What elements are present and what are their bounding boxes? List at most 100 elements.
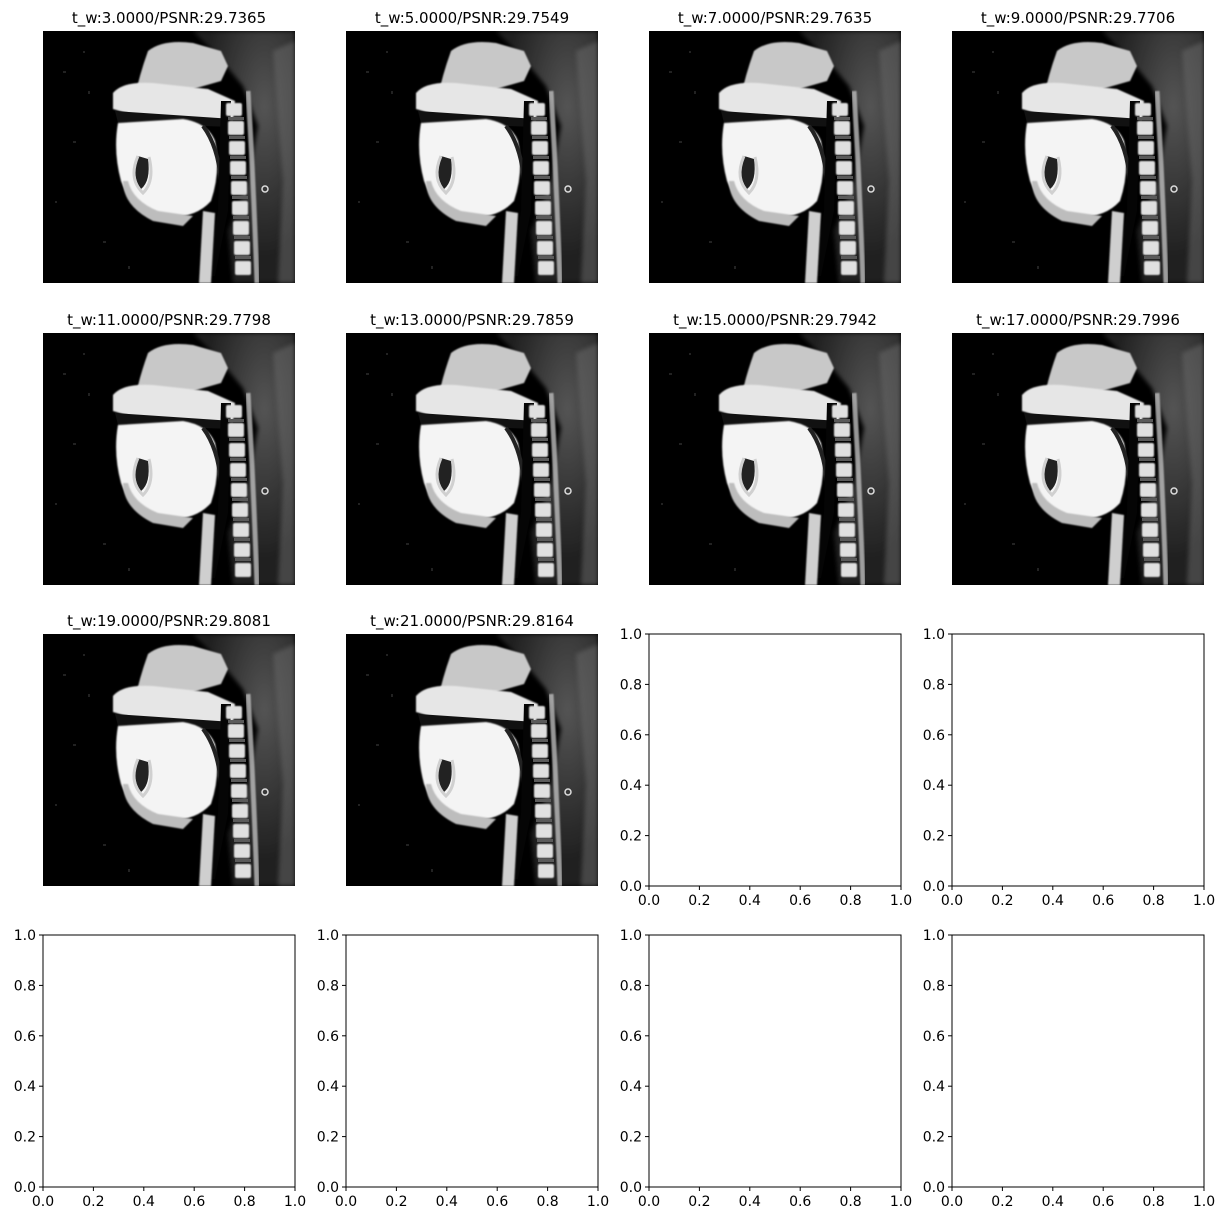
- y-tick-label: 0.0: [317, 1180, 339, 1196]
- y-tick-label: 0.2: [620, 1130, 642, 1146]
- y-tick-label: 0.6: [14, 1029, 36, 1045]
- x-tick-label: 0.0: [638, 893, 660, 909]
- x-tick-label: 0.4: [1042, 893, 1064, 909]
- image-panel: t_w:13.0000/PSNR:29.7859: [346, 311, 598, 585]
- mri-image: [649, 31, 901, 283]
- empty-axes-panel: 0.0 0.2 0.4 0.6 0.8 1.0 0.0 0.2 0.4 0.6 0.8 1.0: [923, 627, 1215, 909]
- y-tick-label: 0.2: [14, 1130, 36, 1146]
- x-tick-label: 0.4: [436, 1194, 458, 1210]
- x-tick-label: 0.6: [1092, 893, 1114, 909]
- panel-title: t_w:7.0000/PSNR:29.7635: [678, 9, 872, 28]
- y-tick-label: 0.0: [14, 1180, 36, 1196]
- x-tick-label: 0.8: [839, 893, 861, 909]
- x-tick-label: 0.8: [1142, 893, 1164, 909]
- mri-image: [43, 333, 295, 585]
- x-tick-label: 0.6: [1092, 1194, 1114, 1210]
- y-tick-label: 0.4: [923, 1079, 945, 1095]
- y-tick-label: 0.8: [620, 978, 642, 994]
- x-tick-label: 0.8: [1142, 1194, 1164, 1210]
- axes-frame: [648, 633, 902, 887]
- x-tick-label: 0.6: [486, 1194, 508, 1210]
- x-tick-label: 0.8: [233, 1194, 255, 1210]
- y-tick-label: 0.2: [923, 829, 945, 845]
- x-tick-label: 0.6: [789, 893, 811, 909]
- panel-title: t_w:9.0000/PSNR:29.7706: [981, 9, 1175, 28]
- mri-image: [346, 333, 598, 585]
- panel-title: t_w:21.0000/PSNR:29.8164: [370, 612, 574, 631]
- y-tick-label: 1.0: [620, 627, 642, 643]
- x-tick-label: 0.2: [688, 1194, 710, 1210]
- x-tick-label: 1.0: [890, 1194, 912, 1210]
- y-tick-label: 1.0: [923, 928, 945, 944]
- x-tick-label: 0.4: [739, 893, 761, 909]
- axes-frame: [951, 633, 1205, 887]
- y-tick-label: 0.0: [923, 879, 945, 895]
- mri-image: [346, 634, 598, 886]
- y-tick-label: 1.0: [14, 928, 36, 944]
- y-tick-label: 0.4: [620, 1079, 642, 1095]
- x-tick-label: 0.4: [739, 1194, 761, 1210]
- y-tick-label: 1.0: [923, 627, 945, 643]
- x-tick-label: 0.0: [638, 1194, 660, 1210]
- y-tick-label: 0.4: [620, 778, 642, 794]
- empty-axes-panel: 0.0 0.2 0.4 0.6 0.8 1.0 0.0 0.2 0.4 0.6 0.8 1.0: [317, 928, 609, 1210]
- mri-image: [43, 31, 295, 283]
- image-panel: t_w:17.0000/PSNR:29.7996: [952, 311, 1204, 585]
- x-tick-label: 0.2: [991, 893, 1013, 909]
- y-tick-label: 0.8: [620, 677, 642, 693]
- panel-title: t_w:15.0000/PSNR:29.7942: [673, 311, 877, 330]
- panel-title: t_w:3.0000/PSNR:29.7365: [72, 9, 266, 28]
- empty-axes-panel: 0.0 0.2 0.4 0.6 0.8 1.0 0.0 0.2 0.4 0.6 0.8 1.0: [14, 928, 306, 1210]
- x-tick-label: 0.2: [385, 1194, 407, 1210]
- panel-title: t_w:19.0000/PSNR:29.8081: [67, 612, 271, 631]
- x-tick-label: 1.0: [1193, 893, 1215, 909]
- y-tick-label: 0.4: [923, 778, 945, 794]
- y-tick-label: 0.2: [923, 1130, 945, 1146]
- image-panel: t_w:9.0000/PSNR:29.7706: [952, 9, 1204, 283]
- x-tick-label: 0.0: [32, 1194, 54, 1210]
- image-panel: t_w:21.0000/PSNR:29.8164: [346, 612, 598, 886]
- image-panel: t_w:19.0000/PSNR:29.8081: [43, 612, 295, 886]
- axes-frame: [648, 934, 902, 1188]
- x-tick-label: 0.0: [335, 1194, 357, 1210]
- y-tick-label: 0.6: [923, 728, 945, 744]
- x-tick-label: 1.0: [587, 1194, 609, 1210]
- y-tick-label: 1.0: [620, 928, 642, 944]
- x-tick-label: 0.2: [82, 1194, 104, 1210]
- y-tick-label: 0.6: [317, 1029, 339, 1045]
- x-tick-label: 1.0: [890, 893, 912, 909]
- image-panel: t_w:5.0000/PSNR:29.7549: [346, 9, 598, 283]
- x-tick-label: 0.6: [183, 1194, 205, 1210]
- y-tick-label: 0.4: [14, 1079, 36, 1095]
- y-tick-label: 0.8: [923, 677, 945, 693]
- axes-frame: [42, 934, 296, 1188]
- y-tick-label: 0.8: [14, 978, 36, 994]
- mri-image: [43, 634, 295, 886]
- x-tick-label: 0.4: [1042, 1194, 1064, 1210]
- empty-axes-panel: 0.0 0.2 0.4 0.6 0.8 1.0 0.0 0.2 0.4 0.6 0.8 1.0: [923, 928, 1215, 1210]
- y-tick-label: 0.0: [620, 1180, 642, 1196]
- x-tick-label: 1.0: [1193, 1194, 1215, 1210]
- x-tick-label: 0.4: [133, 1194, 155, 1210]
- x-tick-label: 0.8: [536, 1194, 558, 1210]
- y-tick-label: 0.6: [923, 1029, 945, 1045]
- mri-image: [952, 31, 1204, 283]
- y-tick-label: 0.2: [317, 1130, 339, 1146]
- x-tick-label: 1.0: [284, 1194, 306, 1210]
- panel-title: t_w:5.0000/PSNR:29.7549: [375, 9, 569, 28]
- y-tick-label: 0.8: [923, 978, 945, 994]
- panel-title: t_w:13.0000/PSNR:29.7859: [370, 311, 574, 330]
- image-panel: t_w:7.0000/PSNR:29.7635: [649, 9, 901, 283]
- x-tick-label: 0.2: [688, 893, 710, 909]
- y-tick-label: 0.4: [317, 1079, 339, 1095]
- mri-image: [952, 333, 1204, 585]
- x-tick-label: 0.6: [789, 1194, 811, 1210]
- y-tick-label: 0.6: [620, 1029, 642, 1045]
- x-tick-label: 0.0: [941, 1194, 963, 1210]
- empty-axes-panel: 0.0 0.2 0.4 0.6 0.8 1.0 0.0 0.2 0.4 0.6 0.8 1.0: [620, 627, 912, 909]
- y-tick-label: 0.8: [317, 978, 339, 994]
- x-tick-label: 0.8: [839, 1194, 861, 1210]
- x-tick-label: 0.0: [941, 893, 963, 909]
- x-tick-label: 0.2: [991, 1194, 1013, 1210]
